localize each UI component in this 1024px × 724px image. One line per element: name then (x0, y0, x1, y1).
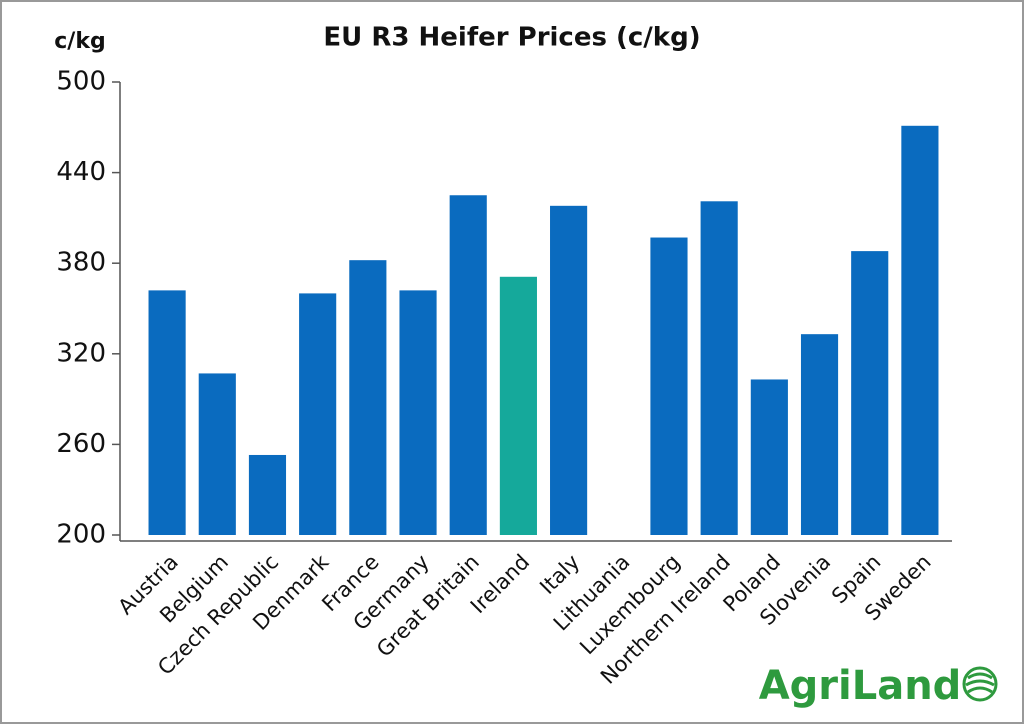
y-tick-label: 380 (56, 248, 106, 278)
bar (851, 251, 889, 535)
bar (349, 260, 387, 535)
y-tick-label: 500 (56, 67, 106, 97)
bar (650, 237, 688, 535)
bar (901, 125, 939, 535)
bar (198, 373, 236, 535)
y-axis-label: c/kg (54, 29, 105, 54)
y-tick-label: 260 (56, 429, 106, 459)
y-tick-label: 320 (56, 338, 106, 368)
bar (750, 379, 788, 535)
logo-text: AgriLand (759, 663, 962, 709)
bar (399, 290, 437, 535)
bar (299, 293, 337, 535)
bar (248, 454, 287, 535)
y-tick-label: 440 (56, 157, 106, 187)
bar (550, 205, 588, 535)
logo: AgriLand (759, 663, 998, 709)
bar (148, 290, 186, 535)
y-tick-label: 200 (56, 520, 106, 550)
bar (499, 276, 537, 535)
chart-title: EU R3 Heifer Prices (c/kg) (323, 23, 700, 53)
bar (700, 201, 738, 536)
bar (449, 195, 487, 535)
logo-icon-lines (965, 672, 995, 694)
bar (800, 334, 839, 535)
